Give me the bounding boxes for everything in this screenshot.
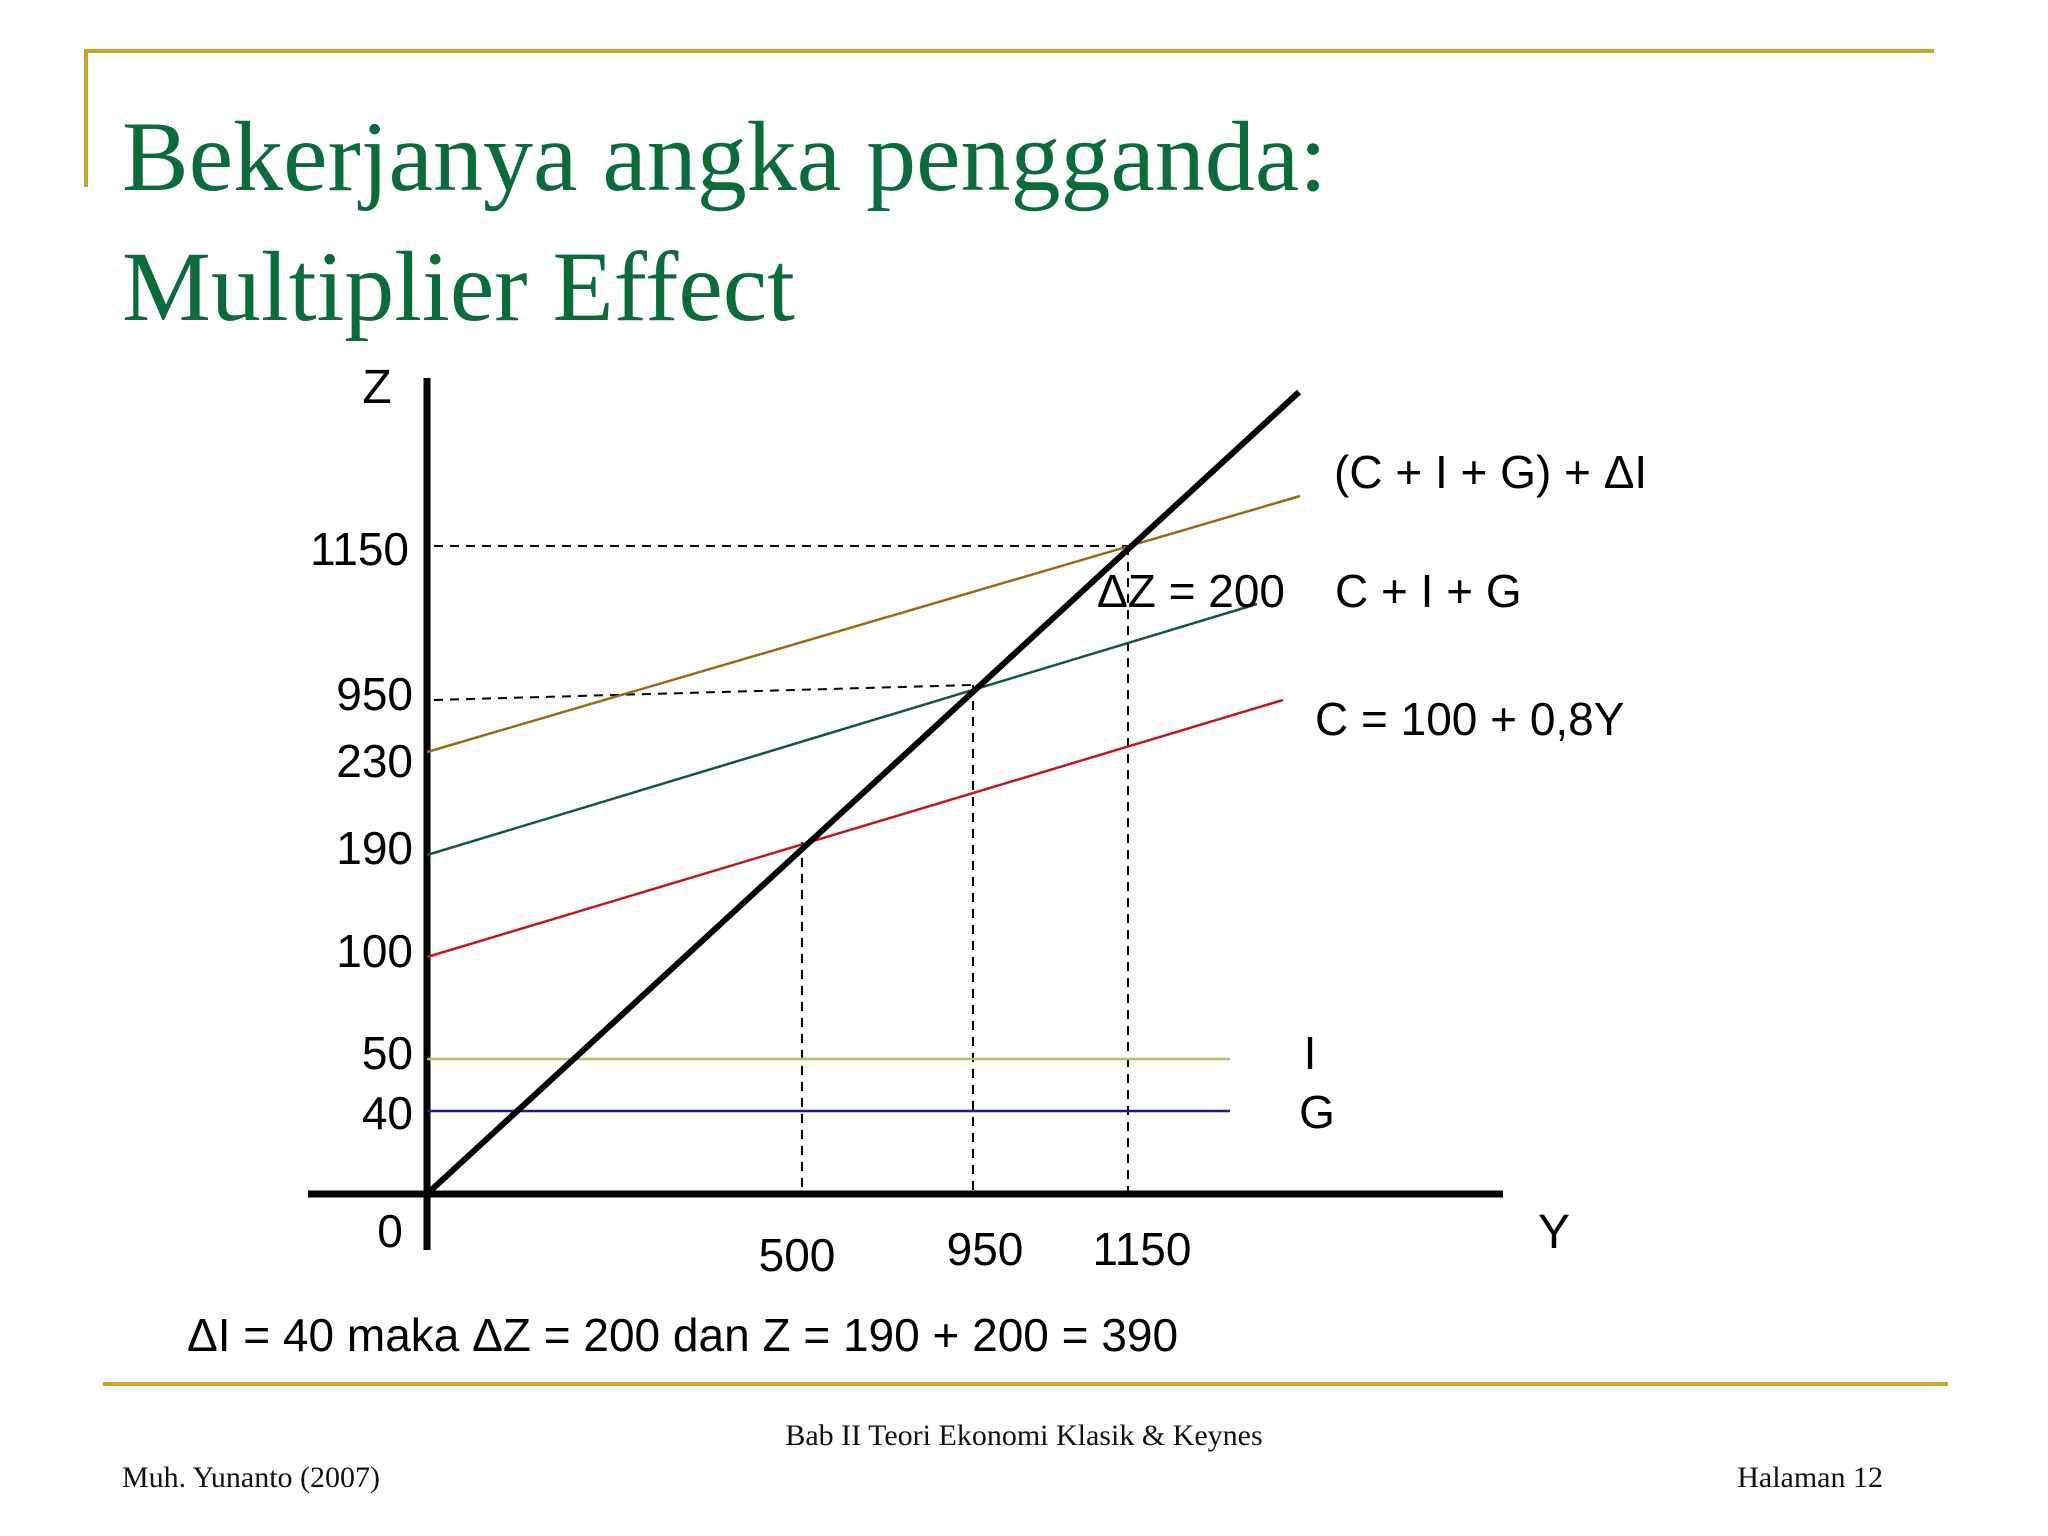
title-line-1: Bekerjanya angka pengganda: (122, 101, 1328, 212)
footer-author: Muh. Yunanto (2007) (122, 1461, 381, 1494)
government-label: G (1299, 1086, 1335, 1138)
y-tick-labels: 500 950 1150 (759, 1223, 1192, 1281)
z-tick-label: 40 (362, 1087, 413, 1139)
c-i-g-delta-label: (C + I + G) + ΔI (1334, 446, 1647, 498)
c-i-g-line (426, 602, 1258, 857)
slide-frame-left (84, 49, 88, 187)
y-tick-label: 1150 (1093, 1223, 1192, 1275)
z-tick-label: 1150 (310, 523, 409, 575)
delta-z-label: ΔZ = 200 (1097, 565, 1285, 617)
origin-label: 0 (377, 1205, 403, 1257)
footer-page-number: Halaman 12 (1737, 1461, 1883, 1494)
investment-label: I (1304, 1027, 1317, 1079)
z-tick-label: 50 (362, 1027, 413, 1079)
slide-frame-bottom (103, 1382, 1948, 1386)
consumption-line (426, 698, 1284, 959)
title-line-2: Multiplier Effect (122, 231, 795, 342)
slide-title: Bekerjanya angka pengganda: Multiplier E… (122, 92, 1327, 352)
y-tick-label: 950 (947, 1223, 1024, 1275)
forty-five-degree-line (424, 389, 1302, 1197)
guide-z-950 (433, 684, 974, 701)
z-tick-label: 100 (336, 925, 413, 977)
consumption-label: C = 100 + 0,8Y (1315, 693, 1624, 745)
multiplier-equation: ΔI = 40 maka ΔZ = 200 dan Z = 190 + 200 … (187, 1309, 1178, 1361)
z-tick-label: 950 (336, 668, 413, 720)
slide-frame-top (84, 49, 1934, 53)
c-i-g-label: C + I + G (1335, 565, 1522, 617)
c-i-g-delta-line (426, 494, 1301, 754)
z-axis-label: Z (362, 361, 391, 414)
z-tick-label: 190 (336, 822, 413, 874)
guide-lines (433, 545, 1136, 1194)
z-tick-labels: 1150 950 230 190 100 50 40 (310, 523, 413, 1139)
y-tick-label: 500 (759, 1229, 836, 1281)
y-axis-label: Y (1538, 1206, 1570, 1259)
footer-chapter: Bab II Teori Ekonomi Klasik & Keynes (785, 1419, 1263, 1452)
multiplier-diagram: Z Y 0 1150 950 230 190 100 50 40 500 950… (187, 361, 1647, 1361)
z-tick-label: 230 (336, 735, 413, 787)
